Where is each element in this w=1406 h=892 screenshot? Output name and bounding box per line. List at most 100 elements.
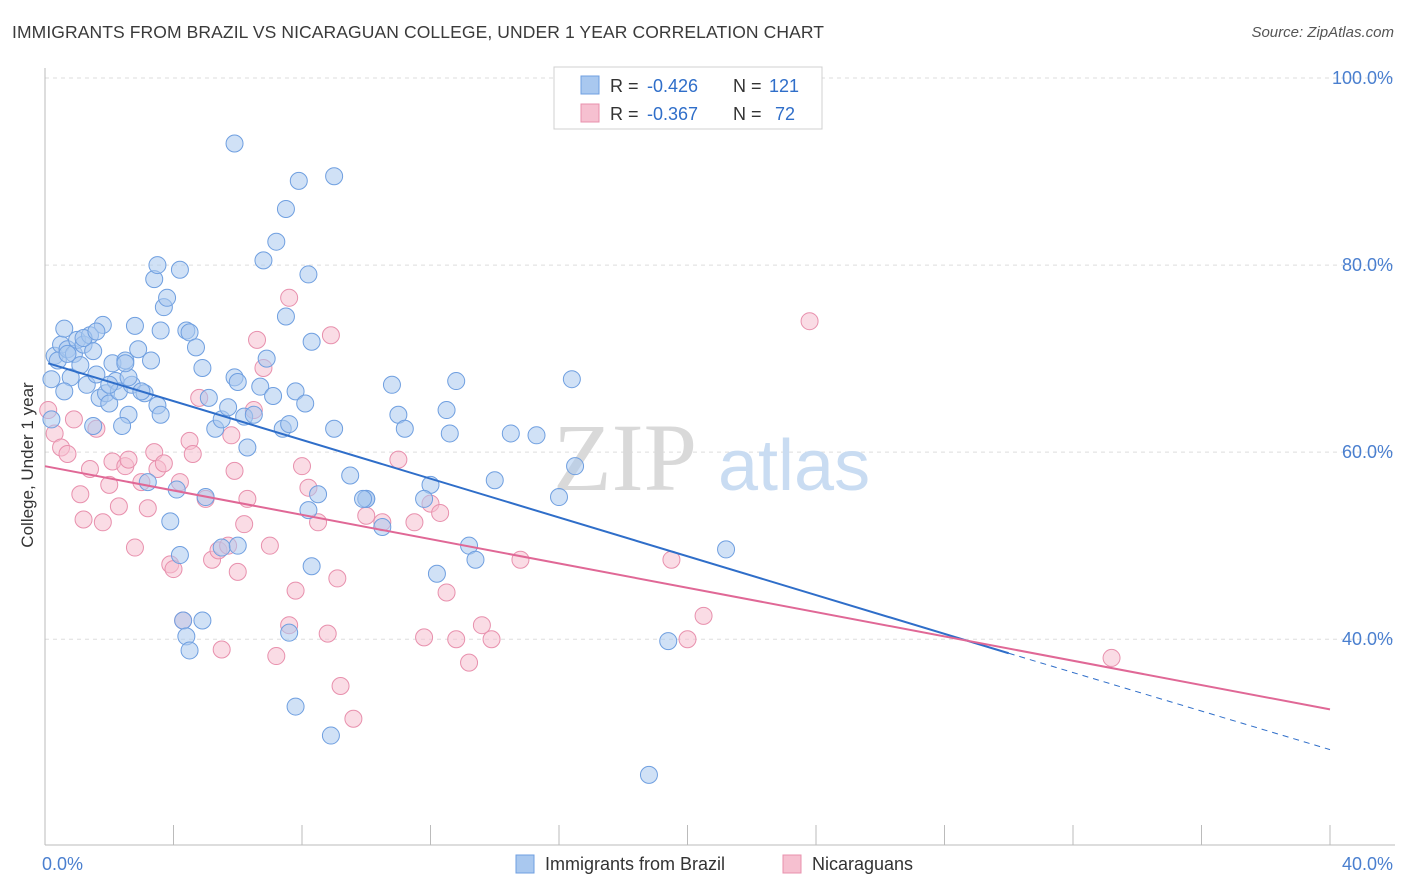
y-tick-label-1: 60.0% (1342, 442, 1393, 462)
brazil-point-9 (55, 382, 74, 401)
legend-swatch-brazil (580, 75, 600, 95)
brazil-point-36 (170, 260, 189, 279)
brazil-point-118 (151, 405, 170, 424)
nicaragua-point-17 (138, 499, 157, 518)
brazil-point-96 (485, 471, 504, 490)
brazil-point-73 (170, 546, 189, 565)
legend-n-label-brazil: N = (733, 76, 762, 96)
brazil-point-100 (566, 457, 585, 476)
brazil-point-92 (437, 401, 456, 420)
brazil-point-59 (299, 265, 318, 284)
nicaragua-point-45 (328, 569, 347, 588)
brazil-point-64 (225, 134, 244, 153)
nicaragua-point-70 (212, 640, 231, 659)
brazil-point-72 (228, 536, 247, 555)
nicaragua-point-20 (154, 454, 173, 473)
nicaragua-point-65 (248, 330, 267, 349)
nicaragua-point-64 (1102, 648, 1121, 667)
nicaragua-point-25 (183, 445, 202, 464)
nicaragua-point-5 (71, 485, 90, 504)
brazil-point-82 (309, 485, 328, 504)
x-tick-label-1: 40.0% (1342, 854, 1393, 874)
chart-source: Source: ZipAtlas.com (1251, 24, 1394, 41)
series-immigrants-from-brazil (42, 134, 736, 784)
nicaragua-point-53 (431, 503, 450, 522)
legend-r-value-brazil: -0.426 (647, 76, 698, 96)
nicaragua-point-59 (511, 550, 530, 569)
brazil-point-101 (562, 370, 581, 389)
brazil-point-113 (58, 344, 77, 363)
nicaragua-point-58 (482, 630, 501, 649)
brazil-point-1 (42, 370, 61, 389)
brazil-point-105 (382, 375, 401, 394)
nicaragua-point-9 (93, 513, 112, 532)
nicaragua-point-32 (228, 562, 247, 581)
chart-title: IMMIGRANTS FROM BRAZIL VS NICARAGUAN COL… (12, 22, 825, 42)
brazil-point-29 (142, 351, 161, 370)
brazil-point-66 (113, 416, 132, 435)
legend-bottom-swatch-nicaragua (782, 854, 802, 874)
brazil-point-19 (100, 394, 119, 413)
nicaragua-point-62 (694, 606, 713, 625)
brazil-point-54 (280, 415, 299, 434)
nicaragua-point-39 (286, 581, 305, 600)
legend-r-value-nicaragua: -0.367 (647, 104, 698, 124)
nicaragua-point-71 (331, 676, 350, 695)
nicaragua-point-14 (119, 450, 138, 469)
brazil-point-53 (238, 438, 257, 457)
brazil-point-61 (267, 232, 286, 251)
brazil-point-90 (415, 489, 434, 508)
brazil-point-44 (219, 398, 238, 417)
nicaragua-point-57 (472, 616, 491, 635)
nicaragua-point-47 (357, 506, 376, 525)
brazil-point-55 (286, 382, 305, 401)
legend-top: R = -0.426 N = 121 R = -0.367 N = 72 (553, 66, 823, 130)
brazil-point-27 (129, 340, 148, 359)
nicaragua-point-37 (267, 647, 286, 666)
brazil-point-78 (280, 623, 299, 642)
nicaragua-point-50 (405, 513, 424, 532)
brazil-point-86 (373, 517, 392, 536)
brazil-point-62 (276, 199, 295, 218)
brazil-point-84 (341, 466, 360, 485)
brazil-point-38 (180, 323, 199, 342)
nicaragua-point-44 (321, 326, 340, 345)
nicaragua-point-66 (280, 288, 299, 307)
legend-swatch-nicaragua (580, 103, 600, 123)
brazil-point-107 (354, 489, 373, 508)
tick-labels: 40.0% 60.0% 80.0% 100.0% 0.0% 40.0% (42, 68, 1393, 874)
brazil-point-67 (138, 473, 157, 492)
legend-r-label-nicaragua: R = (610, 104, 639, 124)
y-tick-label-0: 40.0% (1342, 629, 1393, 649)
brazil-point-58 (276, 307, 295, 326)
brazil-point-49 (251, 377, 270, 396)
brazil-point-75 (174, 611, 193, 630)
nicaragua-point-6 (74, 510, 93, 529)
brazil-point-56 (296, 394, 315, 413)
nicaragua-point-3 (58, 445, 77, 464)
brazil-point-74 (193, 611, 212, 630)
brazil-point-117 (116, 354, 135, 373)
watermark: ZIP atlas (553, 404, 870, 511)
trend-line-brazil (47, 362, 1010, 655)
legend-r-label-brazil: R = (610, 76, 639, 96)
y-tick-label-3: 100.0% (1332, 68, 1393, 88)
nicaragua-point-51 (415, 628, 434, 647)
legend-bottom-swatch-brazil (515, 854, 535, 874)
brazil-point-83 (325, 419, 344, 438)
nicaragua-point-43 (318, 624, 337, 643)
watermark-atlas: atlas (718, 426, 870, 506)
nicaragua-point-36 (260, 536, 279, 555)
brazil-point-71 (212, 538, 231, 557)
brazil-point-48 (244, 405, 263, 424)
trend-line-nicaragua (44, 465, 1331, 711)
nicaragua-point-49 (389, 450, 408, 469)
brazil-point-93 (440, 424, 459, 443)
brazil-point-108 (42, 410, 61, 429)
brazil-point-115 (87, 322, 106, 341)
brazil-point-33 (158, 288, 177, 307)
x-tick-label-0: 0.0% (42, 854, 83, 874)
nicaragua-point-31 (225, 461, 244, 480)
brazil-point-119 (447, 372, 466, 391)
brazil-point-69 (161, 512, 180, 531)
